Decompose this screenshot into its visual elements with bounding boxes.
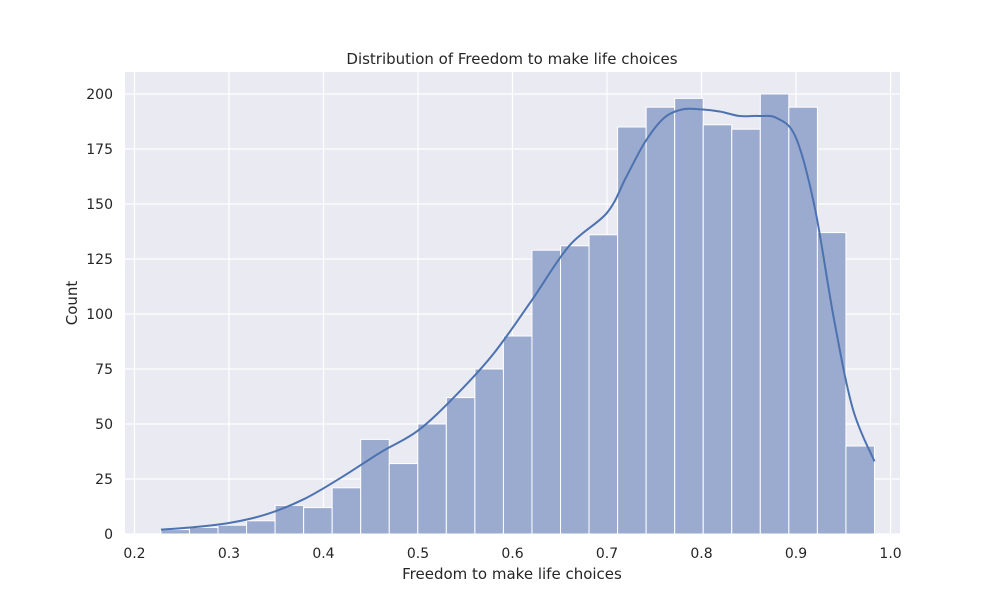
histogram-bars <box>160 93 875 535</box>
chart-title: Distribution of Freedom to make life cho… <box>346 50 677 68</box>
x-axis-ticks: 0.2 0.3 0.4 0.5 0.6 0.7 0.8 0.9 1.0 <box>123 546 901 562</box>
histogram-bar <box>674 97 704 535</box>
histogram-bar <box>303 507 333 535</box>
y-tick-label: 0 <box>104 527 113 543</box>
x-tick-label: 0.6 <box>501 546 523 562</box>
histogram-bar <box>217 524 248 535</box>
histogram-bar <box>788 106 818 535</box>
histogram-bar <box>445 397 476 535</box>
y-axis-title: Count <box>63 281 81 326</box>
x-tick-label: 0.8 <box>690 546 712 562</box>
y-tick-label: 75 <box>95 362 113 378</box>
y-tick-label: 50 <box>95 417 113 433</box>
x-tick-label: 1.0 <box>879 546 901 562</box>
histogram-bar <box>360 438 390 535</box>
y-tick-label: 200 <box>86 87 113 103</box>
x-tick-label: 0.2 <box>123 546 145 562</box>
histogram-bar <box>417 423 447 535</box>
y-tick-label: 25 <box>95 472 113 488</box>
histogram-bar <box>617 126 647 535</box>
histogram-bar <box>645 106 676 535</box>
histogram-bar <box>246 520 276 535</box>
x-tick-label: 0.7 <box>596 546 618 562</box>
x-tick-label: 0.3 <box>218 546 240 562</box>
y-tick-label: 100 <box>86 307 113 323</box>
histogram-bar <box>188 526 219 535</box>
x-axis-title: Freedom to make life choices <box>402 565 622 583</box>
x-tick-label: 0.9 <box>785 546 807 562</box>
histogram-bar <box>388 463 419 535</box>
histogram-bar <box>474 368 504 535</box>
histogram-bar <box>560 245 590 535</box>
kde-line <box>160 107 876 531</box>
histogram-bar <box>331 487 362 535</box>
histogram-bar <box>731 128 761 535</box>
histogram-bar <box>588 234 619 535</box>
y-axis-ticks: 0 25 50 75 100 125 150 175 200 <box>86 87 113 543</box>
y-tick-label: 125 <box>86 252 113 268</box>
histogram-bar <box>845 445 875 535</box>
histogram-bar <box>816 232 847 535</box>
x-tick-label: 0.4 <box>312 546 334 562</box>
x-tick-label: 0.5 <box>407 546 429 562</box>
histogram-bar <box>759 93 790 535</box>
histogram-bar <box>702 124 733 535</box>
y-tick-label: 150 <box>86 197 113 213</box>
histogram-bar <box>531 249 562 535</box>
histogram-bar <box>502 335 533 535</box>
y-tick-label: 175 <box>86 142 113 158</box>
